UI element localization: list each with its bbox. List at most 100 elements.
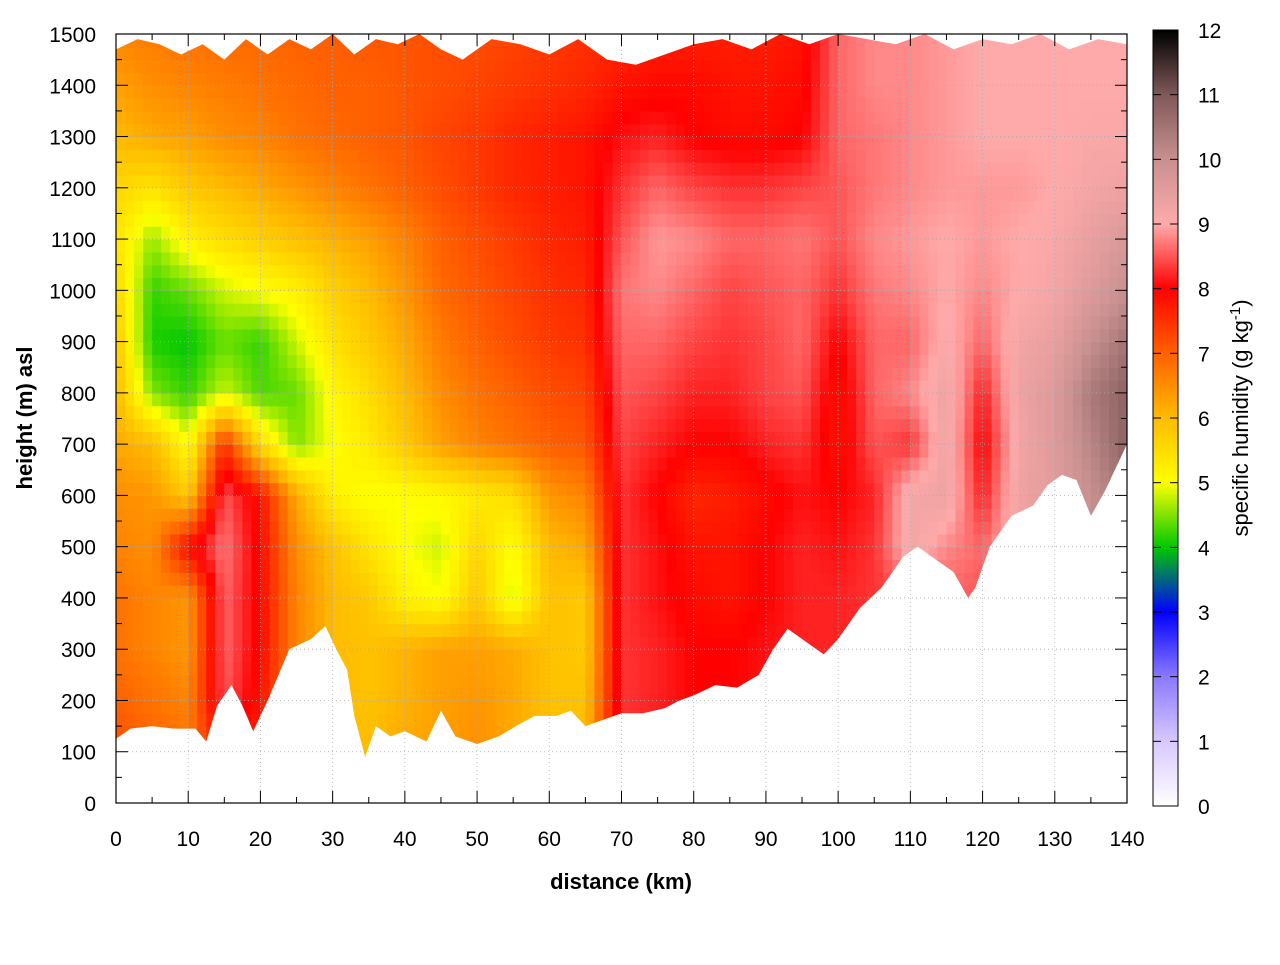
humidity-cell [206,687,216,702]
humidity-cell [648,546,659,561]
humidity-cell [161,277,171,291]
humidity-cell [531,623,541,637]
humidity-cell [404,303,415,317]
humidity-cell [874,572,884,586]
humidity-cell [404,431,415,445]
humidity-cell [847,380,857,394]
humidity-cell [793,239,803,253]
humidity-cell [368,136,379,150]
humidity-cell [377,444,388,458]
humidity-cell [404,444,415,458]
humidity-cell [585,418,596,432]
humidity-cell [431,239,442,253]
humidity-cell [747,405,758,420]
humidity-cell [793,597,803,612]
humidity-cell [847,239,857,253]
humidity-cell [251,674,262,689]
humidity-cell [422,610,433,625]
humidity-cell [630,354,641,368]
humidity-cell [702,597,713,612]
humidity-cell [829,85,839,99]
humidity-cell [684,162,695,176]
humidity-cell [702,431,713,445]
humidity-cell [359,431,370,445]
humidity-cell [567,277,577,291]
humidity-cell [558,187,568,202]
humidity-cell [585,367,596,381]
humidity-cell [630,110,641,125]
humidity-cell [359,738,370,753]
humidity-cell [549,290,559,304]
humidity-cell [395,687,406,702]
humidity-cell [585,636,596,650]
humidity-cell [522,418,532,432]
humidity-cell [684,277,695,291]
humidity-cell [639,610,650,625]
humidity-cell [783,572,794,586]
humidity-cell [486,687,496,702]
humidity-cell [468,572,478,586]
humidity-cell [422,482,433,496]
humidity-cell [215,367,225,381]
humidity-cell [134,597,144,612]
humidity-cell [143,546,153,561]
humidity-cell [720,328,731,343]
humidity-cell [404,585,415,599]
humidity-cell [838,328,848,343]
humidity-cell [215,328,225,343]
humidity-cell [179,213,189,227]
humidity-cell [793,354,803,368]
humidity-cell [359,418,370,432]
humidity-cell [377,572,388,586]
humidity-cell [486,110,496,125]
humidity-cell [630,380,641,394]
humidity-cell [477,597,487,612]
humidity-cell [594,444,605,458]
humidity-cell [774,354,785,368]
humidity-cell [729,264,740,279]
humidity-cell [278,469,289,484]
humidity-cell [856,572,866,586]
humidity-cell [224,572,234,586]
humidity-cell [774,559,785,573]
humidity-cell [576,264,586,279]
humidity-cell [648,264,659,279]
humidity-cell [468,341,478,356]
humidity-cell [341,559,352,573]
humidity-cell [459,726,469,740]
humidity-cell [296,174,307,189]
humidity-cell [621,226,632,240]
humidity-cell [197,239,207,253]
humidity-cell [179,431,189,445]
humidity-cell [422,405,433,420]
humidity-cell [856,418,866,432]
humidity-cell [811,72,821,86]
humidity-cell [468,187,478,202]
humidity-cell [215,469,225,484]
humidity-cell [621,687,632,702]
humidity-cell [377,264,388,279]
humidity-cell [756,303,767,317]
humidity-cell [549,597,559,612]
humidity-cell [206,303,216,317]
humidity-cell [486,213,496,227]
humidity-cell [513,700,523,714]
humidity-cell [278,495,289,509]
humidity-cell [305,521,316,535]
humidity-cell [504,328,514,343]
humidity-cell [350,649,361,663]
humidity-cell [648,674,659,689]
humidity-cell [179,149,189,163]
humidity-cell [197,559,207,573]
humidity-cell [251,405,262,420]
humidity-cell [468,46,478,61]
humidity-cell [829,149,839,163]
humidity-cell [865,98,875,112]
humidity-cell [188,303,198,317]
humidity-cell [567,662,577,676]
humidity-cell [413,636,424,650]
humidity-cell [576,290,586,304]
humidity-cell [350,239,361,253]
humidity-cell [161,213,171,227]
humidity-cell [161,367,171,381]
